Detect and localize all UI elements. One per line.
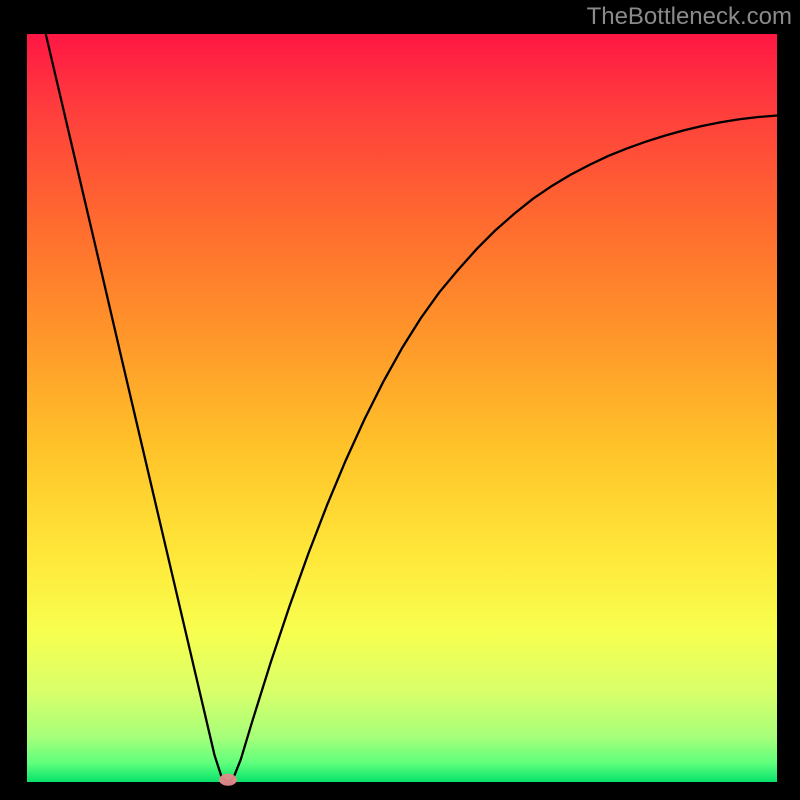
chart-stage: TheBottleneck.com: [0, 0, 800, 800]
chart-svg: [0, 0, 800, 800]
min-marker: [219, 774, 237, 786]
plot-background: [27, 34, 777, 782]
watermark-text: TheBottleneck.com: [587, 3, 792, 31]
